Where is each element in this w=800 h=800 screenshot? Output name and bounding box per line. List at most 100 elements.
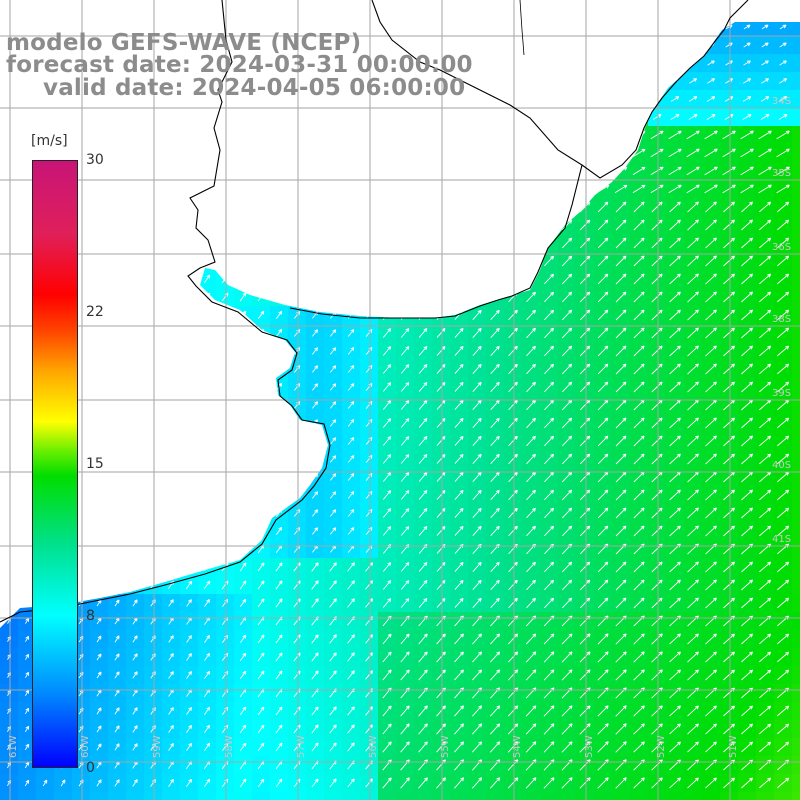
wind-arrow [489, 759, 501, 771]
wind-arrow [132, 310, 138, 319]
wind-speed-cell [576, 72, 595, 91]
wind-speed-cell [594, 90, 613, 109]
wind-speed-cell [0, 540, 19, 559]
wind-arrow [777, 255, 790, 267]
wind-speed-cell [108, 198, 127, 217]
wind-speed-cell [270, 486, 289, 505]
wind-speed-cell [396, 216, 415, 235]
wind-arrow [257, 634, 265, 644]
wind-arrow [24, 275, 30, 283]
wind-arrow [96, 239, 102, 247]
wind-arrow [651, 237, 663, 249]
wind-arrow [400, 346, 410, 356]
wind-speed-cell [396, 126, 415, 145]
wind-arrow [508, 507, 518, 519]
wind-arrow [615, 489, 627, 501]
wind-arrow [203, 454, 211, 464]
wind-arrow [78, 365, 84, 373]
wind-speed-cell [576, 144, 595, 163]
wind-arrow [761, 24, 769, 30]
wind-arrow [185, 184, 193, 194]
wind-arrow [615, 759, 627, 771]
wind-speed-cell [450, 792, 469, 800]
wind-speed-cell [756, 0, 775, 19]
wind-arrow [25, 653, 30, 660]
wind-arrow [78, 149, 84, 157]
wind-arrow [525, 705, 537, 717]
wind-speed-cell [288, 468, 307, 487]
wind-arrow [400, 669, 410, 681]
wind-speed-cell [234, 126, 253, 145]
wind-arrow [741, 363, 754, 375]
wind-speed-cell [126, 342, 145, 361]
wind-arrow [544, 561, 555, 573]
wind-arrow [347, 706, 355, 716]
wind-speed-cell [198, 198, 217, 217]
wind-speed-cell [252, 360, 271, 379]
wind-arrow [561, 6, 573, 13]
wind-arrow [329, 527, 337, 535]
wind-arrow [526, 525, 536, 537]
wind-speed-cell [162, 324, 181, 343]
wind-arrow [114, 239, 120, 247]
wind-arrow [472, 363, 482, 374]
wind-speed-cell [486, 216, 505, 235]
wind-arrow [651, 201, 663, 213]
wind-arrow [418, 597, 428, 608]
wind-speed-cell [432, 270, 451, 289]
wind-arrow [114, 383, 120, 391]
wind-speed-cell [0, 162, 19, 181]
wind-speed-cell [792, 576, 800, 595]
wind-speed-cell [0, 432, 19, 451]
wind-arrow [150, 292, 156, 302]
wind-speed-cell [0, 234, 19, 253]
wind-speed-cell [792, 720, 800, 739]
wind-arrow [78, 203, 84, 211]
wind-arrow [347, 148, 355, 158]
wind-speed-cell [540, 90, 559, 109]
wind-arrow [777, 633, 790, 645]
wind-speed-cell [234, 108, 253, 127]
wind-speed-cell [234, 414, 253, 433]
wind-arrow [723, 777, 736, 789]
wind-speed-cell [504, 0, 523, 19]
wind-arrow [114, 491, 120, 499]
wind-arrow [777, 705, 790, 717]
wind-arrow [24, 563, 30, 571]
wind-arrow [257, 382, 265, 392]
wind-speed-cell [576, 180, 595, 199]
wind-arrow [185, 526, 193, 536]
wind-speed-cell [504, 90, 523, 109]
wind-arrow [257, 328, 265, 338]
wind-speed-cell [144, 540, 163, 559]
wind-speed-cell [792, 468, 800, 487]
wind-speed-cell [414, 22, 433, 37]
wind-speed-cell [756, 22, 775, 37]
wind-speed-cell [684, 54, 703, 73]
wind-arrow [132, 580, 138, 589]
wind-arrow [705, 561, 717, 573]
wind-speed-cell [450, 126, 469, 145]
wind-arrow [329, 778, 337, 788]
wind-speed-cell [252, 342, 271, 361]
wind-arrow [347, 670, 355, 680]
wind-arrow [687, 435, 699, 447]
wind-arrow [436, 39, 446, 50]
wind-arrow [741, 255, 754, 267]
wind-speed-cell [396, 198, 415, 217]
wind-arrow [597, 417, 609, 429]
wind-arrow [168, 310, 175, 320]
wind-arrow [473, 4, 481, 13]
wind-arrow [221, 202, 229, 212]
wind-arrow [382, 669, 392, 681]
wind-arrow [596, 76, 610, 85]
wind-arrow [96, 779, 102, 787]
wind-arrow [777, 723, 790, 735]
wind-arrow [114, 365, 120, 373]
wind-arrow [114, 671, 120, 679]
wind-speed-cell [162, 162, 181, 181]
wind-speed-cell [270, 360, 289, 379]
wind-arrow [579, 525, 591, 537]
wind-arrow [257, 400, 265, 410]
